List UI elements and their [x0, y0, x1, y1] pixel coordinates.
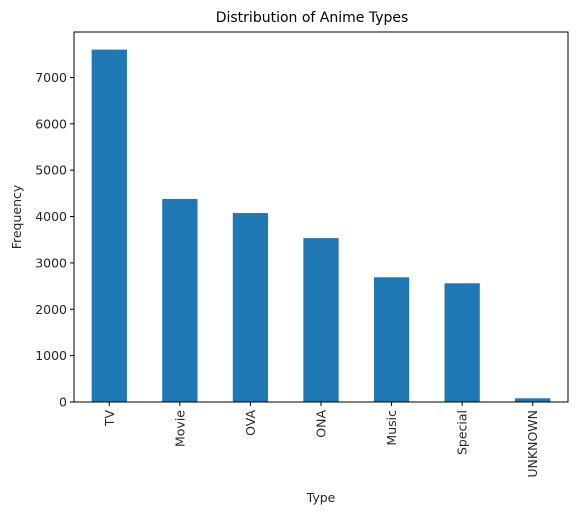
- chart-title: Distribution of Anime Types: [216, 10, 409, 26]
- x-axis-label: Type: [306, 490, 336, 505]
- y-axis: 0 1000 2000 3000 4000 5000 6000 7000: [35, 70, 74, 410]
- x-axis: TV Movie OVA ONA Music Special UNKNOWN: [102, 402, 540, 478]
- y-tick-label: 6000: [35, 116, 67, 131]
- x-tick-label: Special: [455, 410, 470, 455]
- y-axis-label: Frequency: [9, 184, 24, 249]
- bar-special: [444, 283, 480, 402]
- bar-ona: [303, 238, 339, 402]
- bar-movie: [162, 198, 198, 402]
- y-tick-label: 5000: [35, 163, 67, 178]
- x-tick-label: UNKNOWN: [525, 410, 540, 478]
- bar-ova: [232, 213, 269, 402]
- y-tick-label: 7000: [35, 70, 67, 85]
- y-tick-label: 1000: [35, 348, 67, 363]
- plot-frame: [73, 31, 569, 403]
- y-tick-label: 2000: [35, 302, 67, 317]
- x-tick-label: TV: [102, 410, 117, 428]
- y-tick-label: 0: [59, 395, 67, 410]
- bar-tv: [91, 49, 127, 402]
- bars-group: [91, 49, 551, 402]
- x-tick-label: ONA: [314, 410, 329, 438]
- x-tick-label: Movie: [172, 410, 187, 447]
- x-tick-label: Music: [384, 410, 399, 446]
- y-tick-label: 3000: [35, 255, 67, 270]
- bar-unknown: [515, 398, 551, 402]
- y-tick-label: 4000: [35, 209, 67, 224]
- bar-music: [373, 277, 410, 402]
- x-tick-label: OVA: [243, 410, 258, 436]
